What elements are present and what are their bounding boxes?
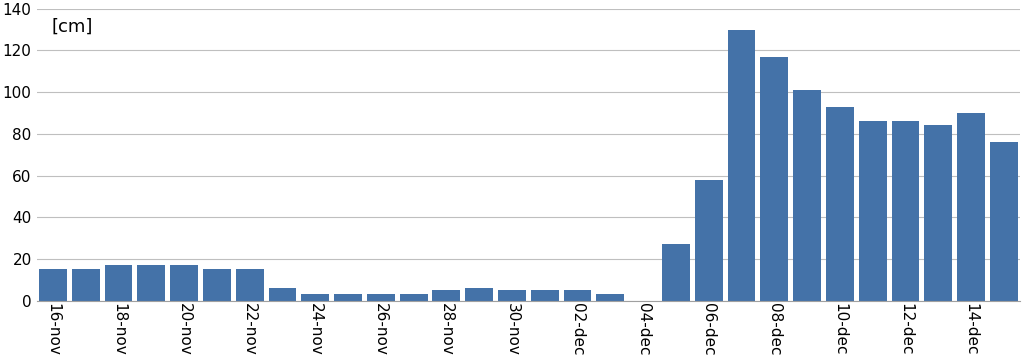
Bar [268, 288, 297, 300]
Bar [235, 269, 264, 300]
Bar [891, 121, 920, 300]
Bar [990, 142, 1018, 300]
Bar [39, 269, 66, 300]
Bar [367, 294, 395, 300]
Bar [104, 265, 132, 300]
Bar [170, 265, 198, 300]
Text: [cm]: [cm] [51, 18, 93, 36]
Bar [564, 290, 591, 300]
Bar [596, 294, 624, 300]
Bar [302, 294, 329, 300]
Bar [531, 290, 559, 300]
Bar [793, 90, 821, 300]
Bar [335, 294, 362, 300]
Bar [858, 121, 887, 300]
Bar [826, 107, 854, 300]
Bar [72, 269, 99, 300]
Bar [203, 269, 231, 300]
Bar [465, 288, 493, 300]
Bar [695, 180, 722, 300]
Bar [400, 294, 428, 300]
Bar [433, 290, 460, 300]
Bar [498, 290, 526, 300]
Bar [925, 126, 952, 300]
Bar [760, 57, 789, 300]
Bar [727, 30, 755, 300]
Bar [662, 244, 690, 300]
Bar [137, 265, 166, 300]
Bar [958, 113, 985, 300]
